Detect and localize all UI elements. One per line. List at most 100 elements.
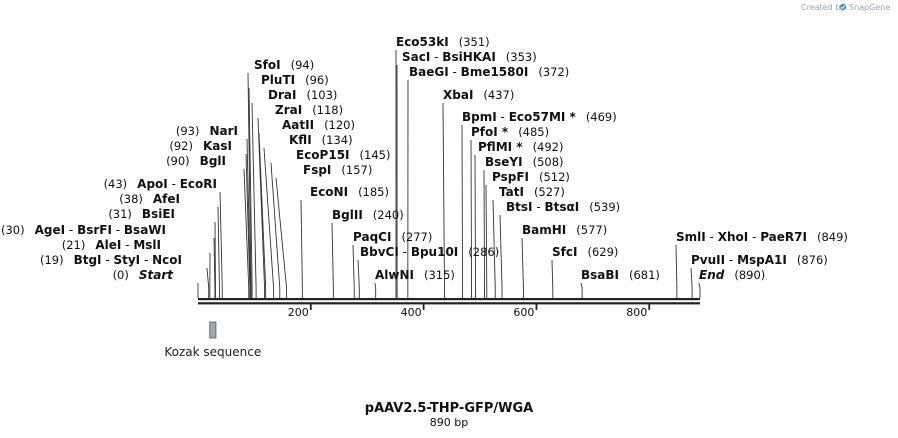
- site-position-pfoi: (485): [518, 125, 549, 139]
- site-connector-nari: [246, 138, 251, 298]
- site-label-pvuii[interactable]: PvuII - MspA1I (876): [691, 253, 828, 267]
- site-label-saci[interactable]: SacI - BsiHKAI (353): [402, 50, 537, 64]
- site-connector-bgli: [243, 168, 250, 298]
- site-position-ecop15i: (145): [360, 148, 391, 162]
- enzyme-name-ncoi: NcoI: [152, 253, 182, 267]
- site-connector-paqci: [352, 244, 355, 298]
- tick-label-200: 200: [288, 306, 309, 319]
- site-label-bgli[interactable]: (90) BglI: [166, 154, 226, 168]
- site-label-bsabi[interactable]: BsaBI (681): [581, 268, 660, 282]
- site-label-sfci[interactable]: SfcI (629): [552, 245, 618, 259]
- enzyme-name-bpmi: BpmI: [462, 110, 497, 124]
- enzyme-name-baegi: BaeGI: [409, 65, 449, 79]
- site-label-sfoi[interactable]: SfoI (94): [254, 58, 314, 72]
- site-label-baegi[interactable]: BaeGI - Bme1580I (372): [409, 65, 569, 79]
- enzyme-name-msli: MslI: [133, 238, 161, 252]
- site-label-econi[interactable]: EcoNI (185): [310, 185, 389, 199]
- site-label-drai[interactable]: DraI (103): [268, 88, 337, 102]
- site-label-btgi[interactable]: (19) BtgI - StyI - NcoI: [40, 253, 182, 267]
- site-label-alei[interactable]: (21) AleI - MslI: [62, 238, 161, 252]
- site-connector-bsabi: [580, 282, 583, 298]
- site-separator: -: [112, 223, 124, 237]
- enzyme-name-start: Start: [139, 268, 174, 282]
- site-position-xbai: (437): [483, 88, 514, 102]
- kozak-feature-box[interactable]: [209, 321, 217, 339]
- site-position-kfli: (134): [322, 133, 353, 147]
- site-position-afei: (38): [119, 192, 143, 206]
- tick-mark-600: [535, 304, 538, 310]
- site-label-ecop15i[interactable]: EcoP15I (145): [296, 148, 390, 162]
- site-label-aatii[interactable]: AatII (120): [282, 118, 355, 132]
- site-label-bpmi[interactable]: BpmI - Eco57MI * (469): [462, 110, 617, 124]
- enzyme-name-pflmi: PflMI *: [478, 140, 523, 154]
- site-separator: -: [706, 230, 718, 244]
- site-label-apoi[interactable]: (43) ApoI - EcoRI: [104, 177, 217, 191]
- site-label-pluti[interactable]: PluTI (96): [261, 73, 329, 87]
- enzyme-name-kasi: KasI: [203, 139, 232, 153]
- site-label-smli[interactable]: SmlI - XhoI - PaeR7I (849): [676, 230, 848, 244]
- site-label-bsiei[interactable]: (31) BsiEI: [108, 207, 175, 221]
- site-position-bgli: (90): [166, 154, 190, 168]
- site-label-btsi[interactable]: BtsI - BtsαI (539): [506, 200, 620, 214]
- site-label-end[interactable]: End (890): [699, 268, 765, 282]
- site-label-afei[interactable]: (38) AfeI: [119, 192, 180, 206]
- enzyme-name-zrai: ZraI: [275, 103, 302, 117]
- kozak-feature-label: Kozak sequence: [164, 345, 261, 359]
- site-connector-end: [698, 282, 701, 298]
- site-label-paqci[interactable]: PaqCI (277): [353, 230, 432, 244]
- site-label-bglii[interactable]: BglII (240): [332, 208, 404, 222]
- enzyme-name-pfoi: PfoI *: [471, 125, 509, 139]
- site-label-xbai[interactable]: XbaI (437): [443, 88, 514, 102]
- credit-brand: SnapGene: [849, 3, 890, 12]
- enzyme-name-econi: EcoNI: [310, 185, 348, 199]
- enzyme-name-mspa1i: MspA1I: [737, 253, 787, 267]
- enzyme-name-bgli: BglI: [200, 154, 226, 168]
- site-label-pfoi[interactable]: PfoI * (485): [471, 125, 549, 139]
- site-label-pflmi[interactable]: PflMI * (492): [478, 140, 564, 154]
- site-position-sfoi: (94): [291, 58, 315, 72]
- site-separator: -: [168, 177, 180, 191]
- site-label-tati[interactable]: TatI (527): [499, 185, 565, 199]
- site-labels: (0) Start (19) BtgI - StyI - NcoI (21) AleI -…: [1, 35, 848, 282]
- enzyme-name-aatii: AatII: [282, 118, 314, 132]
- backbone-top-strand: [198, 298, 700, 301]
- site-label-bamhi[interactable]: BamHI (577): [522, 223, 607, 237]
- site-position-btgi: (19): [40, 253, 64, 267]
- site-label-nari[interactable]: (93) NarI: [176, 124, 238, 138]
- site-label-pspfi[interactable]: PspFI (512): [492, 170, 570, 184]
- site-separator: -: [140, 253, 152, 267]
- site-separator: -: [533, 200, 545, 214]
- site-connectors: [197, 49, 701, 298]
- site-label-kfli[interactable]: KflI (134): [289, 133, 353, 147]
- site-label-eco53ki[interactable]: Eco53kI (351): [396, 35, 490, 49]
- enzyme-name-bamhi: BamHI: [522, 223, 566, 237]
- site-label-bseyi[interactable]: BseYI (508): [485, 155, 564, 169]
- site-label-start[interactable]: (0) Start: [113, 268, 175, 282]
- site-position-btsi: (539): [589, 200, 620, 214]
- site-connector-afei: [217, 206, 220, 298]
- site-label-kasi[interactable]: (92) KasI: [169, 139, 232, 153]
- site-position-eco53ki: (351): [459, 35, 490, 49]
- site-label-agei[interactable]: (30) AgeI - BsrFI - BsaWI: [1, 223, 166, 237]
- site-position-kasi: (92): [169, 139, 193, 153]
- enzyme-name-bsiei: BsiEI: [142, 207, 175, 221]
- site-position-alwni: (315): [424, 268, 455, 282]
- site-connector-fspi: [275, 177, 288, 298]
- site-label-fspi[interactable]: FspI (157): [303, 163, 372, 177]
- site-position-bbvci: (286): [468, 245, 499, 259]
- site-separator: -: [497, 110, 509, 124]
- enzyme-name-pvuii: PvuII: [691, 253, 725, 267]
- site-position-bseyi: (508): [533, 155, 564, 169]
- site-connector-kfli: [263, 147, 275, 298]
- site-label-bbvci[interactable]: BbvCI - Bpu10I (286): [360, 245, 499, 259]
- site-label-alwni[interactable]: AlwNI (315): [375, 268, 455, 282]
- site-connector-pflmi: [474, 154, 476, 298]
- site-connector-apoi: [219, 191, 223, 298]
- site-position-alei: (21): [62, 238, 86, 252]
- site-label-zrai[interactable]: ZraI (118): [275, 103, 343, 117]
- tick-label-600: 600: [513, 306, 534, 319]
- site-connector-bglii: [331, 222, 334, 298]
- sequence-backbone: [198, 298, 700, 305]
- site-separator: -: [748, 230, 760, 244]
